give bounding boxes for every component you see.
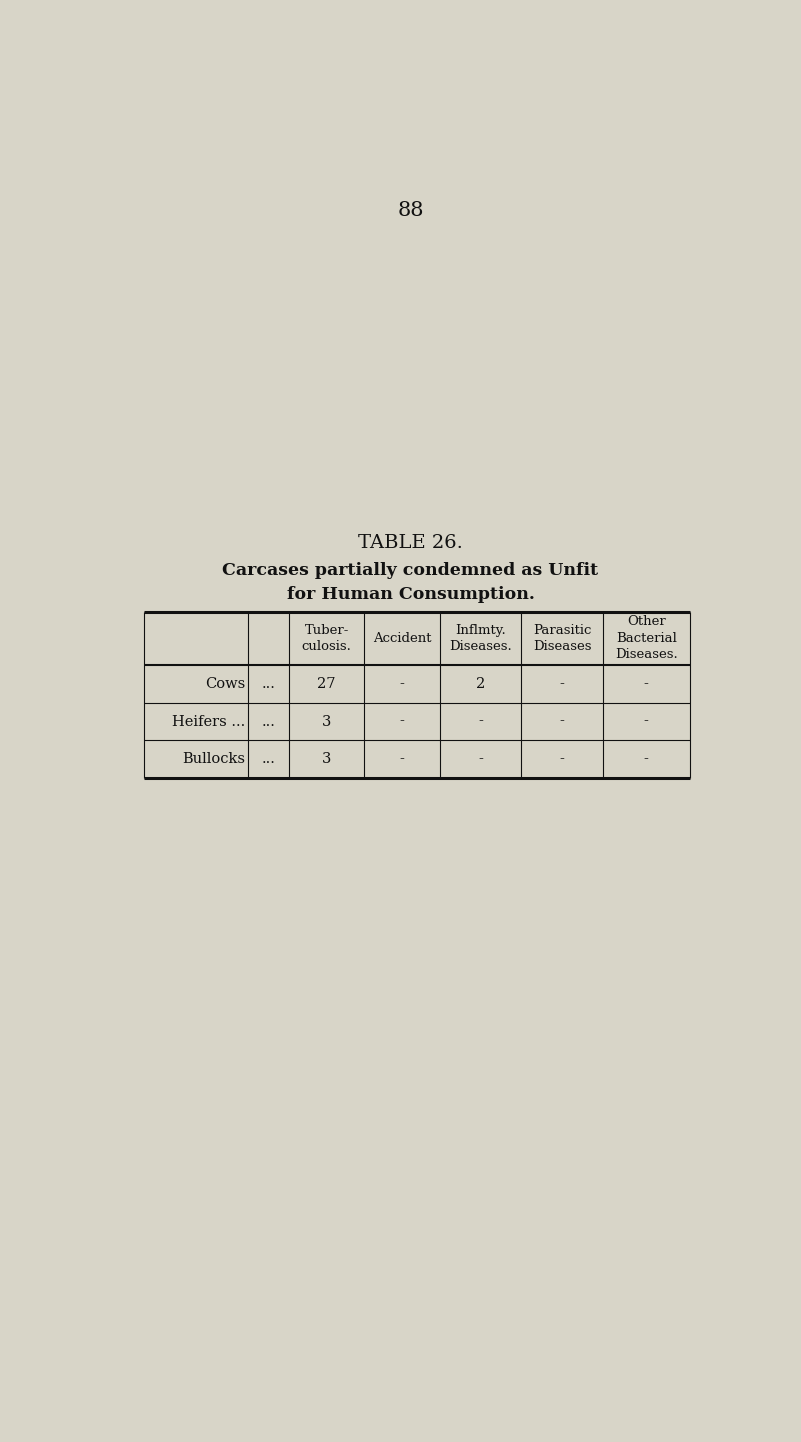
Text: Accident: Accident xyxy=(373,632,432,645)
Text: Inflmty.
Diseases.: Inflmty. Diseases. xyxy=(449,623,512,653)
Text: 3: 3 xyxy=(322,715,332,728)
Text: TABLE 26.: TABLE 26. xyxy=(358,534,463,552)
Text: Other
Bacterial
Diseases.: Other Bacterial Diseases. xyxy=(615,616,678,662)
Text: -: - xyxy=(644,715,649,728)
Text: -: - xyxy=(400,753,405,766)
Text: 2: 2 xyxy=(476,676,485,691)
Text: Heifers ...: Heifers ... xyxy=(172,715,245,728)
Text: Parasitic
Diseases: Parasitic Diseases xyxy=(533,623,591,653)
Text: -: - xyxy=(400,715,405,728)
Text: 27: 27 xyxy=(317,676,336,691)
Text: 3: 3 xyxy=(322,753,332,766)
Text: -: - xyxy=(644,753,649,766)
Text: -: - xyxy=(560,715,565,728)
Text: -: - xyxy=(560,753,565,766)
Text: 88: 88 xyxy=(397,200,424,219)
Text: ...: ... xyxy=(262,715,276,728)
Text: Cows: Cows xyxy=(205,676,245,691)
Text: -: - xyxy=(478,753,483,766)
Text: ...: ... xyxy=(262,676,276,691)
Text: -: - xyxy=(560,676,565,691)
Text: -: - xyxy=(644,676,649,691)
Text: Tuber-
culosis.: Tuber- culosis. xyxy=(302,623,352,653)
Text: for Human Consumption.: for Human Consumption. xyxy=(287,585,534,603)
Text: Bullocks: Bullocks xyxy=(182,753,245,766)
Text: -: - xyxy=(400,676,405,691)
Text: -: - xyxy=(478,715,483,728)
Text: Carcases partially condemned as Unfit: Carcases partially condemned as Unfit xyxy=(223,561,598,578)
Text: ...: ... xyxy=(262,753,276,766)
